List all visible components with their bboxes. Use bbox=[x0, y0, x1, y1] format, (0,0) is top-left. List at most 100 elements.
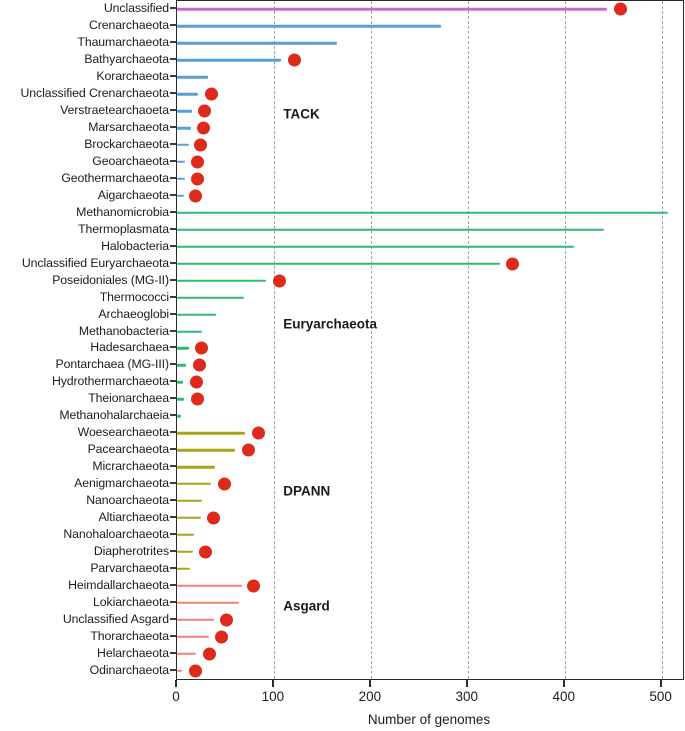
chart-row bbox=[177, 442, 683, 459]
category-tick bbox=[170, 58, 177, 61]
category-label: Unclassified bbox=[103, 1, 169, 16]
lollipop-line bbox=[177, 279, 267, 282]
category-label: Parvarchaeota bbox=[90, 560, 169, 575]
lollipop-line bbox=[177, 211, 669, 215]
lollipop-line bbox=[177, 516, 202, 520]
lollipop-dot bbox=[190, 155, 204, 169]
category-label: Helarchaeota bbox=[97, 645, 169, 660]
chart-row bbox=[177, 510, 683, 527]
chart-row bbox=[177, 1, 683, 18]
category-label: Poseidoniales (MG-II) bbox=[52, 272, 169, 287]
category-tick bbox=[170, 651, 177, 654]
category-tick bbox=[170, 210, 177, 213]
lollipop-line bbox=[177, 42, 337, 45]
lollipop-line bbox=[177, 533, 195, 537]
x-axis: Number of genomes 0 100 200 300 400 500 bbox=[0, 679, 685, 731]
category-tick bbox=[170, 92, 177, 95]
x-tick-0 bbox=[175, 680, 177, 687]
lollipop-dot bbox=[190, 392, 204, 406]
category-tick bbox=[170, 41, 177, 44]
chart-row bbox=[177, 69, 683, 86]
category-label: Pontarchaea (MG-III) bbox=[55, 357, 170, 372]
chart-row bbox=[177, 611, 683, 628]
category-label: Geoarchaeota bbox=[92, 154, 169, 169]
lollipop-line bbox=[177, 364, 186, 367]
category-tick bbox=[170, 143, 177, 146]
category-label: Nanohaloarchaeota bbox=[63, 526, 169, 541]
gridline-400 bbox=[564, 1, 566, 679]
category-label: Diapherotrites bbox=[93, 543, 169, 558]
x-tick-300 bbox=[465, 680, 468, 687]
category-label: Aigarchaeota bbox=[97, 187, 169, 202]
category-label: Hydrothermarchaeota bbox=[51, 374, 169, 389]
lollipop-line bbox=[177, 652, 197, 655]
lollipop-dot bbox=[247, 579, 261, 593]
lollipop-line bbox=[177, 601, 240, 604]
chart-row bbox=[177, 137, 683, 154]
chart-row bbox=[177, 577, 683, 594]
chart-row bbox=[177, 171, 683, 188]
lollipop-dot bbox=[188, 189, 202, 203]
category-tick bbox=[170, 566, 177, 569]
lollipop-dot bbox=[188, 664, 202, 678]
x-tick-200 bbox=[368, 680, 371, 687]
lollipop-line bbox=[177, 262, 500, 265]
category-tick bbox=[170, 414, 177, 417]
chart-row bbox=[177, 52, 683, 69]
category-tick bbox=[170, 583, 177, 586]
x-tick-label-0: 0 bbox=[172, 689, 180, 704]
lollipop-line bbox=[177, 330, 203, 333]
lollipop-line bbox=[177, 347, 189, 350]
group-annotation-asgard: Asgard bbox=[283, 598, 330, 614]
category-tick bbox=[170, 160, 177, 163]
category-tick bbox=[170, 397, 177, 400]
category-label: Thaumarchaeota bbox=[77, 35, 169, 50]
category-label: Thermococci bbox=[99, 289, 169, 304]
category-label: Odinarchaeota bbox=[89, 662, 169, 677]
category-label: Pacearchaeota bbox=[87, 442, 170, 457]
category-tick bbox=[170, 329, 177, 332]
chart-row bbox=[177, 120, 683, 137]
lollipop-dot bbox=[193, 138, 207, 152]
chart-row bbox=[177, 204, 683, 221]
category-tick bbox=[170, 515, 177, 518]
category-tick bbox=[170, 600, 177, 603]
chart-row bbox=[177, 594, 683, 611]
lollipop-line bbox=[177, 550, 193, 554]
lollipop-line bbox=[177, 448, 236, 452]
category-tick bbox=[170, 261, 177, 264]
x-tick-500 bbox=[659, 680, 662, 687]
lollipop-line bbox=[177, 126, 191, 130]
category-label: Nanoarchaeota bbox=[86, 493, 169, 508]
category-label: Archaeoglobi bbox=[98, 306, 169, 321]
category-tick bbox=[170, 668, 177, 671]
lollipop-dot bbox=[217, 477, 231, 491]
category-tick bbox=[170, 126, 177, 129]
lollipop-line bbox=[177, 499, 203, 503]
chart-row bbox=[177, 255, 683, 272]
chart-row bbox=[177, 221, 683, 238]
x-tick-100 bbox=[271, 680, 274, 687]
lollipop-dot bbox=[242, 443, 256, 457]
x-tick-label-500: 500 bbox=[649, 689, 672, 704]
chart-row bbox=[177, 425, 683, 442]
chart-row bbox=[177, 289, 683, 306]
category-label: Hadesarchaea bbox=[90, 340, 169, 355]
gridline-500 bbox=[661, 1, 663, 679]
x-tick-label-100: 100 bbox=[261, 689, 285, 704]
category-label: Heimdallarchaeota bbox=[68, 577, 169, 592]
lollipop-dot bbox=[189, 375, 203, 389]
category-tick bbox=[170, 380, 177, 383]
category-label: Thorarchaeota bbox=[90, 628, 169, 643]
lollipop-dot bbox=[196, 121, 210, 135]
chart-row bbox=[177, 645, 683, 662]
x-tick-400 bbox=[562, 680, 565, 687]
lollipop-dot bbox=[203, 647, 217, 661]
chart-row bbox=[177, 272, 683, 289]
chart-row bbox=[177, 408, 683, 425]
lollipop-line bbox=[177, 245, 575, 248]
category-tick bbox=[170, 193, 177, 196]
lollipop-line bbox=[177, 194, 184, 198]
chart-row bbox=[177, 238, 683, 255]
category-label: Micrarchaeota bbox=[92, 459, 169, 474]
